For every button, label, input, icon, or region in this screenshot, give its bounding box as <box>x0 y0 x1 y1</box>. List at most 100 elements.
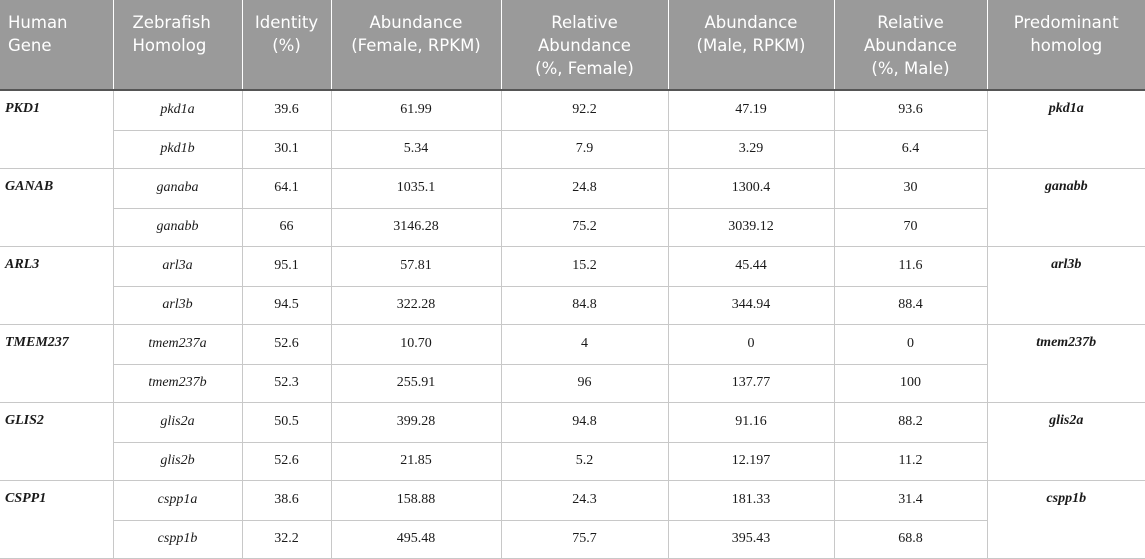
human-gene-cell: GLIS2 <box>0 401 114 481</box>
table-row: PKD1 pkd1a 39.6 61.99 92.2 47.19 93.6 pkd1a <box>0 89 1145 169</box>
abundance-female-cell: 21.85 <box>330 441 502 481</box>
header-relative-abundance-female: Relative Abundance (%, Female) <box>500 0 668 90</box>
abundance-male-cell: 91.16 <box>667 401 835 443</box>
header-abundance-female: Abundance (Female, RPKM) <box>330 0 501 90</box>
abundance-male-cell: 12.197 <box>667 441 835 481</box>
zebrafish-homolog-cell: ganaba <box>112 167 243 209</box>
identity-cell: 38.6 <box>241 479 332 521</box>
table-row: pkd1b 30.1 5.34 7.9 3.29 6.4 <box>0 129 1145 169</box>
human-gene-cell: TMEM237 <box>0 323 114 403</box>
identity-cell: 32.2 <box>241 519 332 559</box>
relative-abundance-male-cell: 100 <box>833 363 987 403</box>
abundance-female-cell: 399.28 <box>330 401 502 443</box>
zebrafish-homolog-cell: arl3a <box>112 245 243 287</box>
header-zebrafish-homolog: Zebrafish Homolog <box>112 0 242 90</box>
header-abundance-male: Abundance (Male, RPKM) <box>667 0 834 90</box>
zebrafish-homolog-cell: tmem237a <box>112 323 243 365</box>
relative-abundance-female-cell: 94.8 <box>500 401 669 443</box>
relative-abundance-male-cell: 68.8 <box>833 519 987 559</box>
abundance-female-cell: 61.99 <box>330 89 502 131</box>
identity-cell: 64.1 <box>241 167 332 209</box>
zebrafish-homolog-cell: cspp1b <box>113 519 243 559</box>
zebrafish-homolog-cell: arl3b <box>113 285 243 325</box>
predominant-homolog-cell: glis2a <box>986 401 1145 481</box>
relative-abundance-male-cell: 31.4 <box>833 479 988 521</box>
identity-cell: 50.5 <box>241 401 332 443</box>
relative-abundance-female-cell: 75.2 <box>500 207 669 247</box>
relative-abundance-male-cell: 11.2 <box>833 441 987 481</box>
abundance-male-cell: 0 <box>667 323 835 365</box>
abundance-female-cell: 322.28 <box>330 285 502 325</box>
relative-abundance-male-cell: 30 <box>833 167 988 209</box>
zebrafish-homolog-cell: cspp1a <box>112 479 243 521</box>
identity-cell: 30.1 <box>241 129 332 169</box>
abundance-female-cell: 10.70 <box>330 323 502 365</box>
abundance-male-cell: 1300.4 <box>667 167 835 209</box>
identity-cell: 66 <box>241 207 332 247</box>
zebrafish-homolog-cell: glis2b <box>113 441 243 481</box>
relative-abundance-female-cell: 4 <box>500 323 669 365</box>
header-row: Human Gene Zebrafish Homolog Identity (%) A… <box>0 0 1145 90</box>
relative-abundance-male-cell: 0 <box>833 323 988 365</box>
predominant-homolog-cell: tmem237b <box>986 323 1145 403</box>
identity-cell: 52.6 <box>241 323 332 365</box>
abundance-male-cell: 344.94 <box>667 285 835 325</box>
abundance-female-cell: 3146.28 <box>330 207 502 247</box>
table-row: arl3b 94.5 322.28 84.8 344.94 88.4 <box>0 285 1145 325</box>
table-body: PKD1 pkd1a 39.6 61.99 92.2 47.19 93.6 pkd1a pkd1… <box>0 89 1145 559</box>
identity-cell: 52.6 <box>241 441 332 481</box>
abundance-male-cell: 3039.12 <box>667 207 835 247</box>
abundance-male-cell: 47.19 <box>667 89 835 131</box>
relative-abundance-male-cell: 93.6 <box>833 89 988 131</box>
table-row: ARL3 arl3a 95.1 57.81 15.2 45.44 11.6 arl3b <box>0 245 1145 325</box>
abundance-female-cell: 5.34 <box>330 129 502 169</box>
table-row: GLIS2 glis2a 50.5 399.28 94.8 91.16 88.2 glis2a <box>0 401 1145 481</box>
table-row: glis2b 52.6 21.85 5.2 12.197 11.2 <box>0 441 1145 481</box>
predominant-homolog-cell: ganabb <box>986 167 1145 247</box>
relative-abundance-female-cell: 24.8 <box>500 167 669 209</box>
zebrafish-homolog-cell: glis2a <box>112 401 243 443</box>
table-row: cspp1b 32.2 495.48 75.7 395.43 68.8 <box>0 519 1145 559</box>
header-relative-abundance-male: Relative Abundance (%, Male) <box>833 0 987 90</box>
human-gene-cell: GANAB <box>0 167 114 247</box>
header-identity: Identity (%) <box>241 0 331 90</box>
header-predominant-homolog: Predominant homolog <box>986 0 1145 90</box>
identity-cell: 39.6 <box>241 89 332 131</box>
relative-abundance-male-cell: 88.2 <box>833 401 988 443</box>
identity-cell: 94.5 <box>241 285 332 325</box>
human-gene-cell: ARL3 <box>0 245 114 325</box>
zebrafish-homolog-cell: tmem237b <box>113 363 243 403</box>
relative-abundance-female-cell: 5.2 <box>500 441 669 481</box>
abundance-female-cell: 255.91 <box>330 363 502 403</box>
relative-abundance-female-cell: 84.8 <box>500 285 669 325</box>
human-gene-cell: CSPP1 <box>0 479 114 559</box>
predominant-homolog-cell: cspp1b <box>986 479 1145 559</box>
predominant-homolog-cell: arl3b <box>986 245 1145 325</box>
abundance-male-cell: 3.29 <box>667 129 835 169</box>
relative-abundance-female-cell: 92.2 <box>500 89 669 131</box>
abundance-male-cell: 137.77 <box>667 363 835 403</box>
table-row: TMEM237 tmem237a 52.6 10.70 4 0 0 tmem237b <box>0 323 1145 403</box>
table-row: GANAB ganaba 64.1 1035.1 24.8 1300.4 30 ganabb <box>0 167 1145 247</box>
relative-abundance-female-cell: 7.9 <box>500 129 669 169</box>
identity-cell: 52.3 <box>241 363 332 403</box>
header-human-gene: Human Gene <box>0 0 113 90</box>
relative-abundance-male-cell: 6.4 <box>833 129 987 169</box>
human-gene-cell: PKD1 <box>0 89 114 169</box>
abundance-male-cell: 181.33 <box>667 479 835 521</box>
abundance-female-cell: 57.81 <box>330 245 502 287</box>
relative-abundance-female-cell: 96 <box>500 363 669 403</box>
zebrafish-homolog-cell: pkd1b <box>113 129 243 169</box>
relative-abundance-male-cell: 70 <box>833 207 987 247</box>
relative-abundance-male-cell: 11.6 <box>833 245 988 287</box>
relative-abundance-female-cell: 15.2 <box>500 245 669 287</box>
abundance-female-cell: 1035.1 <box>330 167 502 209</box>
predominant-homolog-cell: pkd1a <box>986 89 1145 169</box>
abundance-female-cell: 495.48 <box>330 519 502 559</box>
abundance-male-cell: 395.43 <box>667 519 835 559</box>
relative-abundance-female-cell: 24.3 <box>500 479 669 521</box>
zebrafish-homolog-cell: ganabb <box>113 207 243 247</box>
table-row: CSPP1 cspp1a 38.6 158.88 24.3 181.33 31.4 cspp1… <box>0 479 1145 559</box>
abundance-male-cell: 45.44 <box>667 245 835 287</box>
